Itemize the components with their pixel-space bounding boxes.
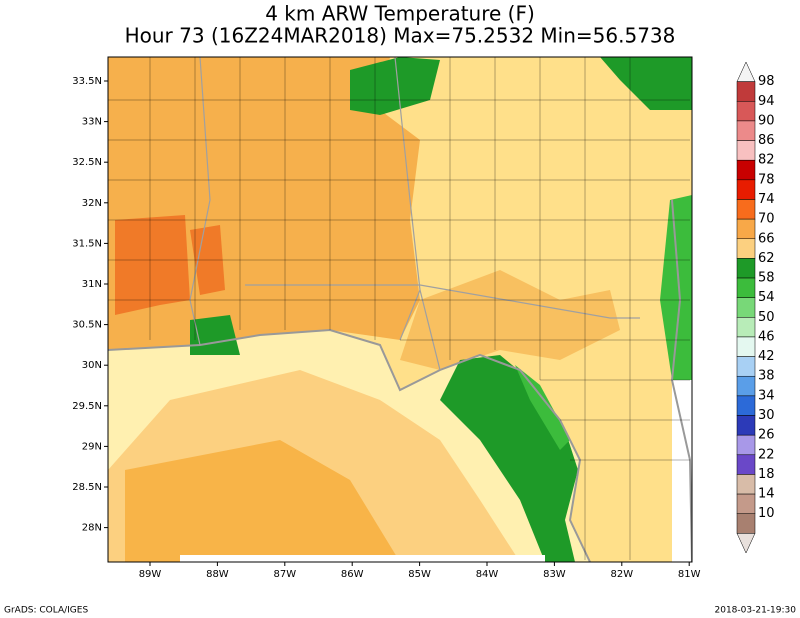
colorbar-box (736, 120, 756, 141)
cool-region (350, 57, 440, 115)
hot-region (115, 215, 190, 315)
colorbar-box (736, 474, 756, 495)
colorbar-box (736, 356, 756, 377)
county-lines (108, 57, 690, 560)
title-line: 4 km ARW Temperature (F) (265, 2, 535, 26)
colorbar-box (736, 493, 756, 514)
colorbar-box (736, 277, 756, 298)
colorbar-label: 82 (758, 153, 775, 168)
colorbar-end (736, 533, 756, 554)
lat-label: 31N (82, 279, 102, 290)
lat-label: 32.5N (72, 157, 102, 168)
colorbar-label: 18 (758, 467, 775, 482)
colorbar: 98 94 90 86 82 78 74 70 66 62 58 54 50 46 42 38 34 30 26 22… (736, 61, 775, 554)
colorbar-label: 22 (758, 447, 775, 462)
colorbar-box (736, 336, 756, 357)
lon-label: 88W (206, 569, 229, 580)
lat-label: 29N (82, 441, 102, 452)
colorbar-label: 10 (758, 506, 775, 521)
colorbar-box (736, 297, 756, 318)
colorbar-box (736, 81, 756, 102)
footer-left: GrADS: COLA/IGES (4, 606, 88, 616)
lat-label: 31.5N (72, 238, 102, 249)
lat-label: 30.5N (72, 320, 102, 331)
colorbar-label: 66 (758, 231, 775, 246)
warm-region (400, 270, 620, 370)
colorbar-label: 62 (758, 251, 775, 266)
lat-label: 32N (82, 198, 102, 209)
colorbar-label: 74 (758, 192, 775, 207)
colorbar-label: 58 (758, 271, 775, 286)
colorbar-label: 70 (758, 212, 775, 227)
colorbar-label: 34 (758, 388, 775, 403)
colorbar-end (736, 61, 756, 82)
colorbar-label: 86 (758, 133, 775, 148)
lat-label: 28N (82, 523, 102, 534)
title-line: Hour 73 (16Z24MAR2018) Max=75.2532 Min=5… (125, 24, 676, 48)
map-area (107, 56, 693, 563)
lon-label: 82W (610, 569, 633, 580)
lon-label: 85W (408, 569, 431, 580)
lon-label: 87W (273, 569, 296, 580)
colorbar-box (736, 238, 756, 259)
lon-label: 81W (678, 569, 701, 580)
colorbar-box (736, 199, 756, 220)
cool-region (600, 57, 692, 110)
map-frame (107, 56, 693, 563)
colorbar-box (736, 218, 756, 240)
lat-label: 28.5N (72, 482, 102, 493)
lat-label: 33N (82, 117, 102, 128)
colorbar-label: 54 (758, 290, 775, 305)
no-data (180, 555, 545, 562)
colorbar-box (736, 317, 756, 338)
cool-region (515, 365, 570, 450)
lon-label: 86W (341, 569, 364, 580)
colorbar-box (736, 395, 756, 416)
colorbar-box (736, 159, 756, 181)
colorbar-box (736, 101, 756, 122)
lat-label: 30N (82, 360, 102, 371)
colorbar-label: 38 (758, 369, 775, 384)
cool-region (660, 195, 692, 390)
colorbar-box (736, 415, 756, 436)
colorbar-box (736, 140, 756, 161)
colorbar-label: 98 (758, 74, 775, 89)
lon-label: 89W (139, 569, 162, 580)
colorbar-box (736, 513, 756, 534)
colorbar-label: 30 (758, 408, 775, 423)
colorbar-label: 78 (758, 172, 775, 187)
lat-label: 29.5N (72, 401, 102, 412)
colorbar-box (736, 454, 756, 475)
footer-right: 2018-03-21-19:30 (715, 606, 797, 616)
colorbar-label: 26 (758, 428, 775, 443)
colorbar-label: 14 (758, 487, 775, 502)
colorbar-label: 42 (758, 349, 775, 364)
colorbar-box (736, 434, 756, 456)
colorbar-box (736, 258, 756, 279)
lon-label: 84W (476, 569, 499, 580)
lat-label: 33.5N (72, 76, 102, 87)
colorbar-label: 50 (758, 310, 775, 325)
colorbar-label: 46 (758, 329, 775, 344)
colorbar-label: 94 (758, 94, 775, 109)
colorbar-box (736, 375, 756, 397)
gulf-warm (125, 440, 400, 562)
lon-label: 83W (543, 569, 566, 580)
colorbar-box (736, 179, 756, 200)
no-data (672, 380, 692, 562)
colorbar-label: 90 (758, 113, 775, 128)
